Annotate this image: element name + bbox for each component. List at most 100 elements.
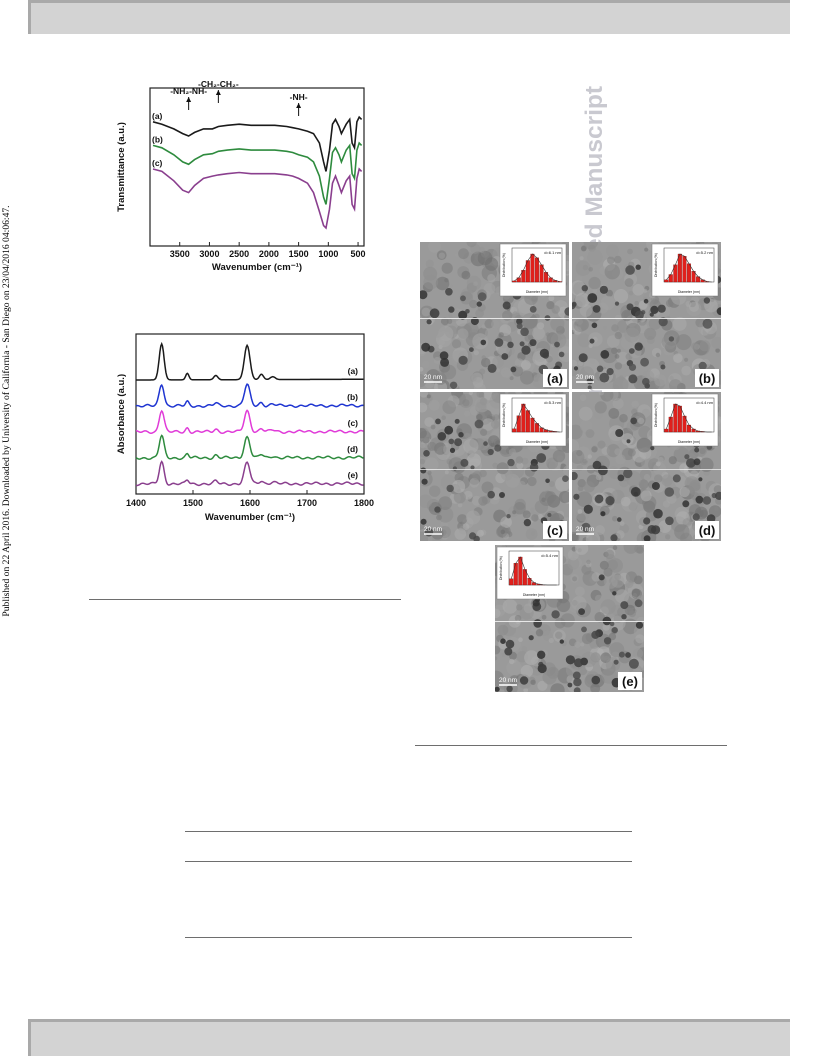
- ftir-x-tick-label: 1000: [318, 249, 338, 259]
- histogram-bar: [530, 253, 535, 283]
- tem-particle: [547, 512, 552, 518]
- tem-texture: [577, 485, 584, 492]
- tem-texture: [508, 448, 516, 456]
- tem-texture: [555, 631, 563, 639]
- tem-particle: [446, 484, 454, 493]
- tem-texture: [459, 291, 473, 305]
- tem-particle: [458, 355, 468, 365]
- ftir-x-tick-label: 3500: [170, 249, 190, 259]
- ftir-chart: 3500 3000 2500 2000 1500 1000 500 Wavenumber (c…: [116, 79, 366, 273]
- tem-particle: [628, 658, 639, 669]
- histogram-bar: [682, 256, 687, 283]
- abs-x-tick-label: 1600: [240, 498, 260, 508]
- tem-texture: [581, 633, 593, 645]
- tem-particle: [501, 353, 509, 360]
- tem-particle: [635, 621, 644, 629]
- tem-particle: [487, 490, 495, 499]
- tem-texture: [490, 319, 500, 329]
- tem-particle: [507, 458, 515, 467]
- tem-particle: [643, 535, 651, 541]
- tem-texture: [477, 529, 484, 537]
- tem-texture: [628, 502, 638, 511]
- tem-texture: [464, 373, 474, 383]
- tem-particle: [596, 365, 604, 373]
- tem-texture: [479, 368, 486, 375]
- tem-texture: [496, 368, 500, 373]
- tem-particle: [516, 318, 523, 325]
- tem-texture: [575, 292, 590, 308]
- tem-texture: [614, 448, 622, 456]
- tem-particle: [434, 506, 441, 513]
- tem-texture: [640, 490, 652, 502]
- tem-particle: [554, 341, 560, 348]
- tem-texture: [530, 679, 536, 685]
- tem-texture: [614, 354, 620, 359]
- tem-texture: [580, 366, 594, 381]
- histogram-bar: [534, 257, 539, 283]
- tem-particle: [630, 487, 641, 497]
- tem-particle: [606, 368, 614, 376]
- tem-particle: [572, 671, 581, 680]
- tem-texture: [597, 440, 606, 449]
- tem-particle: [564, 307, 569, 316]
- tem-particle: [587, 293, 598, 303]
- tem-texture: [576, 491, 593, 507]
- tem-particle: [435, 418, 441, 425]
- tem-particle: [474, 419, 484, 429]
- tem-texture: [636, 437, 652, 453]
- tem-particle: [439, 351, 449, 360]
- tem-texture: [655, 461, 661, 467]
- tem-texture: [509, 658, 515, 665]
- tem-texture: [582, 264, 589, 271]
- tem-texture: [579, 304, 593, 317]
- tem-texture: [615, 314, 622, 321]
- tem-particle: [620, 601, 629, 610]
- panel-label: (e): [622, 674, 638, 689]
- histogram-fit-curve: [666, 253, 712, 283]
- tem-particle: [630, 417, 638, 425]
- abs-x-tick-label: 1500: [183, 498, 203, 508]
- tem-texture: [588, 276, 601, 290]
- abs-series-label: (d): [347, 444, 358, 454]
- tem-texture: [612, 545, 618, 550]
- tem-texture: [446, 318, 453, 324]
- histogram-mean-label: d=6.1 nm: [544, 250, 561, 255]
- tem-texture: [617, 242, 630, 253]
- left-column-rule: [89, 599, 401, 600]
- tem-texture: [535, 629, 544, 637]
- abs-series-line: [135, 383, 364, 408]
- tem-texture: [572, 576, 578, 582]
- tem-particle: [634, 342, 643, 351]
- tem-texture: [427, 441, 437, 451]
- table-top-rule: [185, 831, 632, 832]
- tem-texture: [587, 249, 603, 265]
- tem-texture: [590, 683, 601, 692]
- abs-series-label: (e): [348, 470, 359, 480]
- tem-particle: [650, 446, 655, 451]
- tem-particle: [542, 352, 549, 359]
- tem-texture: [492, 462, 498, 469]
- tem-texture: [578, 406, 593, 421]
- tem-texture: [495, 656, 498, 661]
- tem-particle: [516, 323, 523, 330]
- tem-texture: [525, 528, 538, 540]
- tem-texture: [444, 470, 449, 475]
- tem-texture: [545, 332, 550, 337]
- ftir-annotation-arrowhead: [215, 90, 221, 95]
- tem-particle: [449, 381, 458, 389]
- abs-x-tick-label: 1700: [297, 498, 317, 508]
- histogram-mean-label: d=4.4 nm: [696, 400, 713, 405]
- tem-particle: [613, 659, 619, 665]
- histogram-bar: [512, 280, 517, 283]
- tem-particle: [587, 385, 592, 389]
- tem-particle: [698, 477, 703, 482]
- tem-texture: [506, 660, 522, 676]
- tem-texture: [420, 442, 426, 449]
- tem-texture: [488, 435, 500, 447]
- tem-texture: [438, 496, 453, 510]
- tem-texture: [481, 481, 494, 494]
- abs-series-label: (a): [348, 366, 359, 376]
- tem-texture: [613, 289, 629, 304]
- tem-particle: [454, 438, 463, 447]
- tem-texture: [521, 646, 528, 652]
